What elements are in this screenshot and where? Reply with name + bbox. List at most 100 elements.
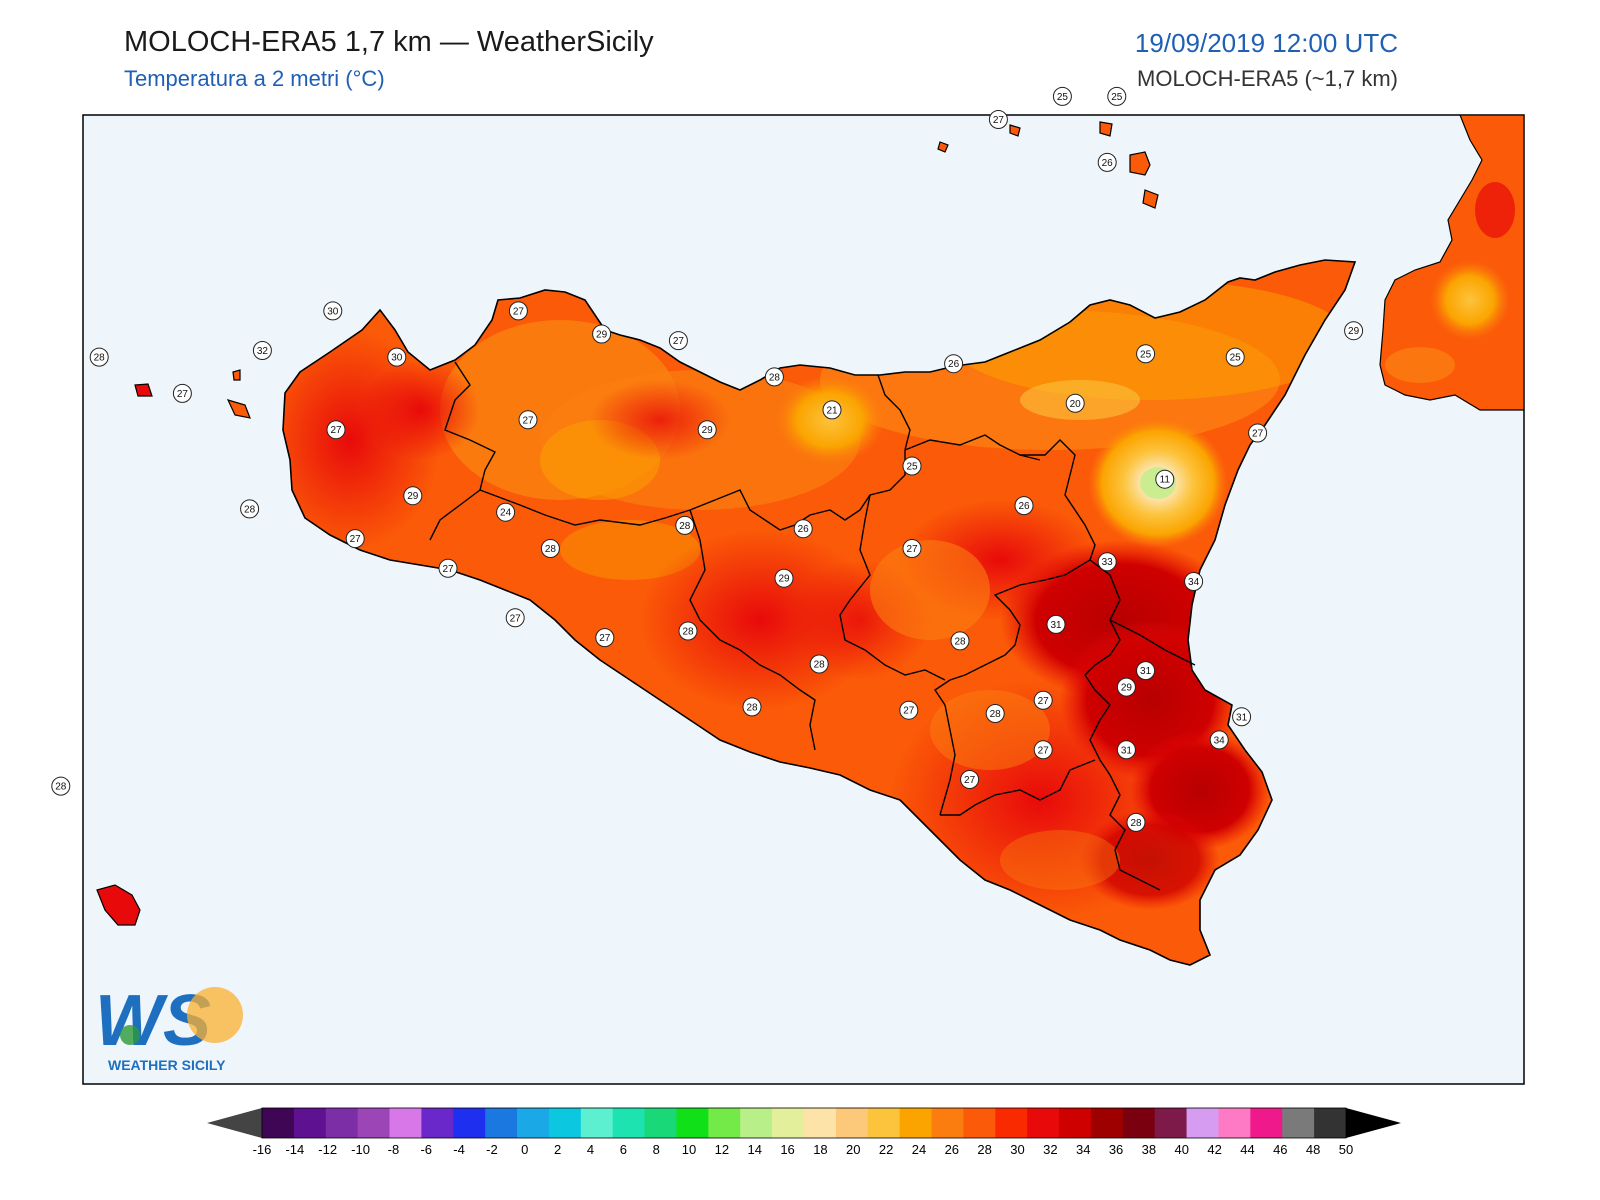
- station-marker: [950, 631, 970, 651]
- colorbar-tick-label: 24: [912, 1142, 926, 1157]
- province-borders: [429, 361, 1196, 891]
- colorbar-tick-label: 36: [1109, 1142, 1123, 1157]
- station-value: 27: [906, 544, 918, 555]
- colorbar-tick-label: 20: [846, 1142, 860, 1157]
- station-marker: [1155, 469, 1175, 489]
- station-label: 33: [1097, 552, 1117, 572]
- station-label: 29: [697, 420, 717, 440]
- station-marker: [1136, 661, 1156, 681]
- colorbar-swatch: [899, 1108, 933, 1138]
- station-value: 29: [1121, 683, 1133, 694]
- station-value: 28: [55, 782, 67, 793]
- colorbar-swatch: [612, 1108, 646, 1138]
- station-marker: [944, 354, 964, 374]
- station-value: 21: [826, 405, 838, 416]
- logo-name: WEATHER SICILY: [108, 1057, 226, 1073]
- weathersicily-logo: WS WEATHER SICILY: [95, 981, 243, 1073]
- station-marker: [387, 347, 407, 367]
- station-marker: [89, 347, 109, 367]
- station-marker: [1097, 552, 1117, 572]
- station-label: 28: [985, 704, 1005, 723]
- station-label: 20: [1065, 393, 1085, 413]
- station-value: 29: [407, 491, 419, 502]
- colorbar-tick-label: 6: [620, 1142, 627, 1157]
- colorbar-swatch: [1122, 1108, 1156, 1138]
- station-label: 25: [1225, 347, 1245, 367]
- colorbar-tick-label: 38: [1142, 1142, 1156, 1157]
- station-marker: [1126, 812, 1146, 832]
- colorbar-tick-label: 34: [1076, 1142, 1090, 1157]
- station-label: 24: [496, 502, 516, 522]
- station-value: 28: [679, 521, 691, 532]
- station-value: 27: [510, 613, 522, 624]
- station-label: 27: [988, 110, 1008, 129]
- station-label: 26: [793, 519, 813, 539]
- station-value: 28: [954, 636, 966, 647]
- colorbar-swatch: [1059, 1108, 1092, 1138]
- colorbar-tick-label: 44: [1240, 1142, 1254, 1157]
- station-value: 29: [702, 425, 714, 436]
- colorbar-tick-label: -12: [318, 1142, 337, 1157]
- station-value: 27: [442, 564, 454, 575]
- station-label: 26: [1014, 496, 1034, 516]
- station-label: 28: [89, 347, 109, 367]
- station-value: 27: [673, 336, 685, 347]
- colorbar-tick-label: -10: [351, 1142, 370, 1157]
- colorbar-tick-label: 32: [1043, 1142, 1057, 1157]
- station-marker: [1065, 393, 1085, 413]
- station-value: 26: [948, 359, 960, 370]
- colorbar-swatch: [740, 1108, 773, 1138]
- station-value: 28: [545, 544, 557, 555]
- station-label: 29: [592, 324, 612, 344]
- station-marker: [508, 301, 528, 321]
- station-marker: [403, 486, 423, 506]
- station-value: 27: [1038, 745, 1050, 756]
- station-marker: [1052, 86, 1072, 106]
- station-marker: [1116, 677, 1136, 697]
- colorbar-swatch: [485, 1108, 518, 1138]
- station-value: 25: [1057, 92, 1069, 103]
- station-marker: [496, 502, 516, 522]
- station-marker: [540, 539, 560, 558]
- station-label: 30: [387, 347, 407, 367]
- station-marker: [809, 654, 829, 674]
- station-marker: [764, 367, 784, 387]
- station-value: 27: [350, 534, 362, 545]
- colorbar-swatch: [389, 1108, 422, 1138]
- station-value: 27: [1252, 429, 1264, 440]
- colorbar-tick-label: 18: [813, 1142, 827, 1157]
- station-marker: [678, 621, 698, 641]
- colorbar-tick-label: 50: [1339, 1142, 1353, 1157]
- colorbar-tick-label: 48: [1306, 1142, 1320, 1157]
- station-marker: [595, 628, 615, 648]
- station-value: 20: [1070, 399, 1082, 410]
- colorbar: -16 -14 -12 -10 -8 -6 -4 -2 0 2 4 6 8 10 12 14 16 18 20 22 2…: [207, 1107, 1401, 1157]
- colorbar-swatch: [708, 1108, 741, 1138]
- station-marker: [697, 420, 717, 440]
- station-value: 28: [769, 372, 781, 383]
- station-label: 27: [899, 700, 919, 720]
- colorbar-min-arrow: [207, 1108, 262, 1138]
- station-value: 27: [964, 775, 976, 786]
- colorbar-swatch: [1090, 1108, 1124, 1138]
- station-value: 25: [1230, 353, 1242, 364]
- station-marker: [822, 400, 842, 420]
- station-value: 30: [327, 306, 339, 317]
- colorbar-tick-label: -16: [253, 1142, 272, 1157]
- station-marker: [774, 568, 794, 588]
- station-marker: [1209, 730, 1229, 750]
- station-value: 24: [500, 508, 512, 519]
- colorbar-tick-label: 2: [554, 1142, 561, 1157]
- station-marker: [1184, 572, 1204, 591]
- station-label: 28: [540, 539, 560, 558]
- station-marker: [899, 700, 919, 720]
- station-label: 11: [1155, 469, 1175, 489]
- station-value: 27: [1038, 696, 1050, 707]
- colorbar-swatch: [931, 1108, 964, 1138]
- colorbar-swatch: [772, 1108, 805, 1138]
- station-marker: [240, 499, 260, 519]
- station-value: 26: [1102, 158, 1114, 169]
- station-value: 34: [1214, 735, 1226, 746]
- station-marker: [172, 383, 192, 403]
